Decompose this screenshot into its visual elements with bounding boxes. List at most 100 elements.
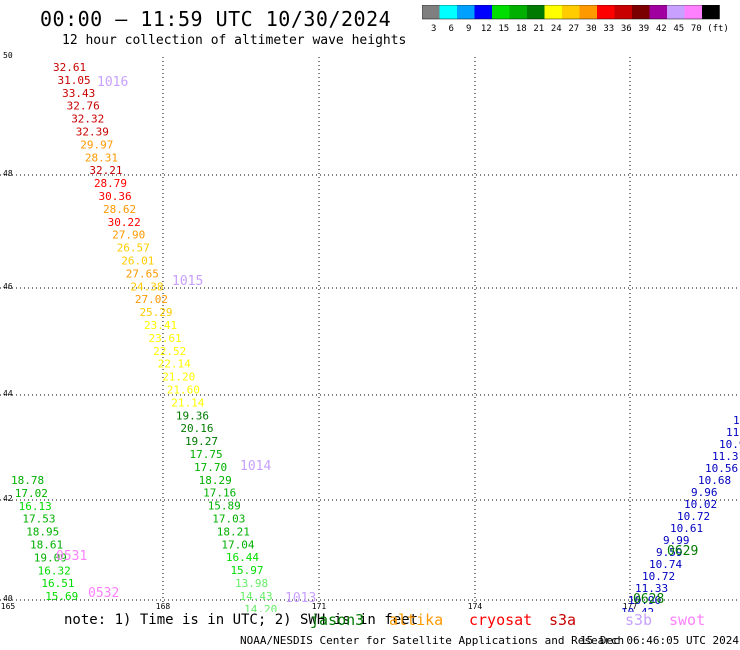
- latitude-label: 50: [3, 51, 13, 60]
- wave-height-value: 15.89: [208, 500, 241, 513]
- wave-height-value: 27.90: [112, 229, 145, 242]
- scale-swatch: [632, 5, 650, 19]
- wave-height-value: 18.29: [199, 474, 232, 487]
- longitude-label: 174: [468, 602, 483, 611]
- wave-height-value: 9.99: [663, 534, 690, 547]
- satellite-legend-item: s3a: [549, 611, 577, 629]
- scale-swatch: [492, 5, 510, 19]
- wave-height-value: 9.96: [691, 486, 718, 499]
- wave-height-value: 26.57: [117, 242, 150, 255]
- wave-height-value: 32.39: [76, 126, 109, 139]
- wave-height-value: 10.72: [677, 510, 710, 523]
- scale-swatch: [457, 5, 475, 19]
- wave-height-value: 19.27: [185, 435, 218, 448]
- scale-swatch: [684, 5, 702, 19]
- wave-height-value: 26.01: [121, 255, 154, 268]
- wave-height-value: 19.36: [176, 409, 209, 422]
- scale-tick-label: 18: [516, 24, 527, 34]
- scale-tick-label: 15: [498, 24, 509, 34]
- wave-height-value: 17.02: [15, 487, 48, 500]
- longitude-label: 168: [156, 602, 171, 611]
- longitude-label: 177: [623, 602, 638, 611]
- wave-height-value: 22.52: [153, 345, 186, 358]
- wave-height-value: 19.09: [34, 551, 67, 564]
- pass-time-label: 1016: [97, 75, 128, 90]
- wave-height-value: 17.53: [22, 513, 55, 526]
- wave-height-value: 10.72: [642, 570, 675, 583]
- scale-tick-label: 24: [551, 24, 562, 34]
- scale-tick-label: 9: [466, 24, 471, 34]
- wave-height-value: 27.02: [135, 293, 168, 306]
- satellite-legend-item: cryosat: [469, 611, 533, 629]
- wave-height-value: 28.31: [85, 151, 118, 164]
- pass-time-label: 1015: [172, 274, 203, 289]
- satellite-legend: jason3 altika cryosat s3a s3b swot: [0, 611, 740, 631]
- scale-tick-label: 39: [638, 24, 649, 34]
- color-scale-legend: 3 6 9 12 15 18 21 24 27 30 33 36 39 42 45 70 (ft): [422, 5, 729, 34]
- scale-swatch: [667, 5, 685, 19]
- wave-height-value: 13.98: [235, 577, 268, 590]
- wave-height-value: 28.62: [103, 203, 136, 216]
- scale-tick-label: 70: [691, 24, 702, 34]
- scale-tick-label: 6: [449, 24, 454, 34]
- scale-swatch: [597, 5, 615, 19]
- scale-swatch: [614, 5, 632, 19]
- wave-height-value: 10.02: [684, 498, 717, 511]
- wave-height-value: 22.14: [158, 358, 191, 371]
- wave-height-value: 14.43: [240, 590, 273, 603]
- scale-tick-label: 42: [656, 24, 667, 34]
- scale-tick-label: 36: [621, 24, 632, 34]
- wave-height-value: 30.36: [99, 190, 132, 203]
- wave-height-value: 27.65: [126, 267, 159, 280]
- satellite-legend-item: jason3: [310, 611, 365, 629]
- wave-height-value: 15.97: [230, 564, 263, 577]
- scale-swatch: [562, 5, 580, 19]
- wave-height-value: 32.76: [67, 100, 100, 113]
- scale-tick-label: 21: [533, 24, 544, 34]
- wave-height-value: 17.70: [194, 461, 227, 474]
- scale-swatch: [474, 5, 492, 19]
- scale-tick-label: 3: [431, 24, 436, 34]
- wave-height-value: 11.33: [635, 582, 668, 595]
- scale-tick-label: 45: [673, 24, 684, 34]
- pass-time-label: 0629: [667, 544, 698, 559]
- wave-height-value: 1: [733, 414, 740, 427]
- scale-swatch: [649, 5, 667, 19]
- wave-height-value: 32.32: [71, 113, 104, 126]
- scale-swatch: [509, 5, 527, 19]
- wave-height-value: 17.04: [221, 538, 254, 551]
- scale-tick-label: 27: [568, 24, 579, 34]
- scale-tick-label: 12: [481, 24, 492, 34]
- wave-height-value: 15.69: [45, 590, 78, 603]
- wave-height-value: 18.78: [11, 474, 44, 487]
- wave-height-value: 17.03: [212, 513, 245, 526]
- satellite-legend-item: swot: [669, 611, 706, 629]
- satellite-legend-item: s3b: [625, 611, 653, 629]
- wave-height-value: 10.90: [628, 594, 661, 607]
- pass-time-label: 0531: [56, 549, 87, 564]
- page-title: 00:00 – 11:59 UTC 10/30/2024: [40, 7, 392, 31]
- wave-height-value: 16.32: [38, 564, 71, 577]
- pass-time-label: 1014: [240, 459, 271, 474]
- page-subtitle: 12 hour collection of altimeter wave hei…: [62, 33, 407, 48]
- scale-unit-label: (ft): [707, 24, 729, 34]
- latitude-label: 42: [3, 494, 13, 503]
- wave-height-value: 21.60: [167, 384, 200, 397]
- wave-height-value: 10.9: [719, 438, 740, 451]
- wave-height-value: 23.41: [144, 319, 177, 332]
- scale-tick-label: 33: [603, 24, 614, 34]
- wave-height-value: 30.22: [108, 216, 141, 229]
- credit-line: NOAA/NESDIS Center for Satellite Applica…: [240, 634, 625, 647]
- scale-swatch: [702, 5, 720, 19]
- pass-time-label: 0532: [88, 586, 119, 601]
- wave-height-value: 10.74: [649, 558, 682, 571]
- latitude-label: 44: [3, 389, 13, 398]
- scale-swatch: [544, 5, 562, 19]
- scale-swatch: [579, 5, 597, 19]
- scale-swatch: [439, 5, 457, 19]
- wave-height-value: 10.68: [698, 474, 731, 487]
- latitude-label: 40: [3, 594, 13, 603]
- longitude-label: 171: [312, 602, 327, 611]
- scale-swatch: [527, 5, 545, 19]
